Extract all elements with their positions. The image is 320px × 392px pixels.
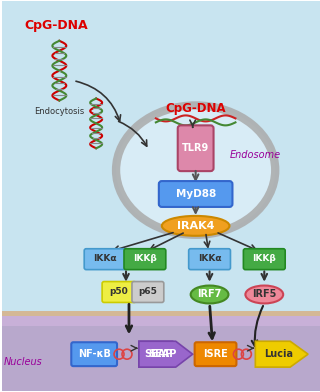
- FancyBboxPatch shape: [178, 125, 213, 171]
- Text: IKKα: IKKα: [93, 254, 117, 263]
- Text: IKKα: IKKα: [198, 254, 221, 263]
- Text: IRF7: IRF7: [197, 290, 222, 299]
- FancyBboxPatch shape: [189, 249, 230, 270]
- Text: SEAP: SEAP: [148, 349, 177, 359]
- FancyBboxPatch shape: [195, 342, 236, 366]
- Polygon shape: [139, 341, 193, 367]
- FancyBboxPatch shape: [2, 311, 320, 316]
- Text: IRF5: IRF5: [252, 290, 276, 299]
- Ellipse shape: [116, 105, 275, 235]
- Text: CpG-DNA: CpG-DNA: [25, 19, 88, 32]
- Text: ISRE: ISRE: [203, 349, 228, 359]
- Text: NF-κB: NF-κB: [78, 349, 111, 359]
- Polygon shape: [139, 341, 186, 367]
- FancyBboxPatch shape: [159, 181, 232, 207]
- FancyBboxPatch shape: [2, 314, 320, 326]
- FancyBboxPatch shape: [84, 249, 126, 270]
- FancyBboxPatch shape: [71, 342, 117, 366]
- Ellipse shape: [191, 285, 228, 303]
- Text: Nucleus: Nucleus: [4, 357, 43, 367]
- FancyBboxPatch shape: [2, 314, 320, 391]
- Text: IKKβ: IKKβ: [133, 254, 157, 263]
- FancyBboxPatch shape: [132, 281, 164, 303]
- Ellipse shape: [162, 216, 229, 236]
- Text: MyD88: MyD88: [175, 189, 216, 199]
- Text: Endocytosis: Endocytosis: [35, 107, 85, 116]
- Polygon shape: [255, 341, 308, 367]
- Text: TLR9: TLR9: [182, 143, 209, 153]
- Text: IRAK4: IRAK4: [177, 221, 214, 231]
- FancyBboxPatch shape: [244, 249, 285, 270]
- Ellipse shape: [245, 285, 283, 303]
- Text: IKKβ: IKKβ: [252, 254, 276, 263]
- Text: p65: p65: [139, 287, 157, 296]
- Text: CpG-DNA: CpG-DNA: [165, 102, 226, 115]
- Text: p50: p50: [110, 287, 128, 296]
- Text: Lucia: Lucia: [264, 349, 293, 359]
- Text: SEAP: SEAP: [145, 349, 173, 359]
- Text: Endosome: Endosome: [230, 150, 281, 160]
- FancyBboxPatch shape: [102, 281, 136, 303]
- FancyBboxPatch shape: [124, 249, 166, 270]
